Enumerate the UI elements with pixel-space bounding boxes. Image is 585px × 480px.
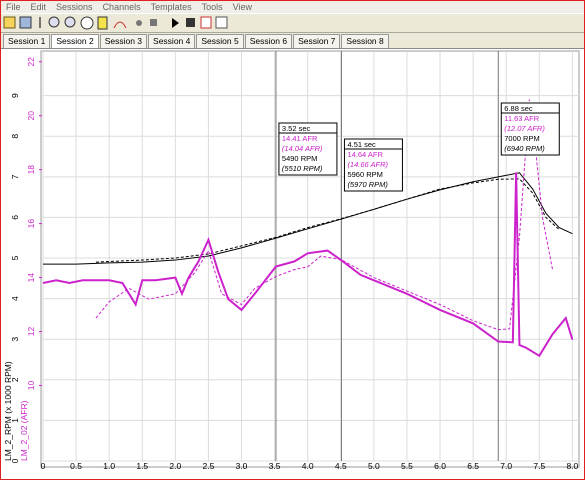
record-icon[interactable] [136, 20, 142, 26]
y2-tick-label: 14 [26, 273, 36, 283]
y2-tick-label: 16 [26, 219, 36, 229]
y-tick-label: 5 [10, 255, 20, 260]
plot-area [40, 50, 580, 468]
note-icon[interactable] [97, 16, 108, 30]
y2-tick-label: 10 [26, 380, 36, 390]
toolbar [1, 13, 584, 33]
x-tick-label: 3.5 [269, 461, 281, 471]
y2-tick-label: 18 [26, 165, 36, 175]
session-tabs: Session 1 Session 2 Session 3 Session 4 Sess… [1, 33, 584, 49]
x-tick-label: 0.5 [70, 461, 82, 471]
session-tab[interactable]: Session 4 [148, 34, 196, 48]
readout-text: (5510 RPM) [282, 164, 323, 173]
x-tick-label: 5.5 [401, 461, 413, 471]
zoom-out-icon[interactable] [64, 16, 76, 28]
session-tab[interactable]: Session 3 [99, 34, 148, 48]
y-tick-label: 8 [10, 134, 20, 139]
x-tick-label: 7.5 [533, 461, 545, 471]
menu-item[interactable]: View [232, 2, 252, 12]
x-tick-label: 2.0 [169, 461, 181, 471]
chart: 0 0.5 1.0 1.5 2.0 2.5 3.0 3.5 4.0 4.5 5.0 5.5 6.0 6.5… [1, 49, 584, 479]
menu-item[interactable]: Edit [30, 2, 47, 12]
x-tick-label: 1.5 [136, 461, 148, 471]
readout-text: 4.51 sec [347, 140, 376, 149]
menu-item[interactable]: Sessions [56, 2, 93, 12]
y2-tick-label: 22 [26, 57, 36, 67]
cursor-readout [278, 122, 338, 176]
chart-icon[interactable] [19, 16, 32, 29]
stop-icon[interactable] [150, 19, 157, 26]
zoom-in-icon[interactable] [48, 16, 60, 28]
x-tick-label: 6.0 [434, 461, 446, 471]
readout-text: 5490 RPM [282, 154, 317, 163]
y-tick-label: 1 [10, 418, 20, 423]
x-tick-label: 2.5 [203, 461, 215, 471]
table-icon[interactable] [215, 16, 228, 29]
menu-item[interactable]: Templates [150, 2, 192, 12]
x-tick-label: 8.0 [566, 461, 578, 471]
readout-text: (14.66 AFR) [347, 160, 388, 169]
readout-text: (14.04 AFR) [282, 144, 323, 153]
readout-text: 6.88 sec [504, 104, 533, 113]
x-tick-label: 3.0 [236, 461, 248, 471]
open-icon[interactable] [3, 16, 16, 29]
menu-bar: File Edit Sessions Channels Templates Tools Vi… [1, 1, 584, 13]
session-tab[interactable]: Session 1 [3, 34, 51, 48]
toolbar-icons [3, 16, 228, 30]
x-tick-label: 5.0 [368, 461, 380, 471]
readout-text: (5970 RPM) [347, 180, 388, 189]
x-tick-label: 1.0 [103, 461, 115, 471]
readout-text: 3.52 sec [282, 124, 311, 133]
find-icon[interactable] [186, 18, 195, 27]
y-axis-label: LM_2_RPM (x 1000 RPM) [3, 361, 13, 461]
y-tick-label: 0 [10, 458, 20, 463]
clock-icon[interactable] [80, 16, 94, 30]
cursor-readout [500, 102, 560, 156]
readout-text: (12.07 AFR) [504, 124, 545, 133]
gauge-icon[interactable] [113, 21, 127, 29]
y-tick-label: 6 [10, 215, 20, 220]
cursor-readout [343, 138, 403, 192]
y-tick-label: 4 [10, 296, 20, 301]
y-tick-label: 7 [10, 174, 20, 179]
series-line [42, 172, 574, 358]
x-tick-label: 0 [41, 461, 46, 471]
readout-text: 11.63 AFR [504, 114, 539, 123]
session-tab[interactable]: Session 5 [196, 34, 244, 48]
x-tick-label: 4.0 [302, 461, 314, 471]
readout-text: 5960 RPM [347, 170, 382, 179]
play-icon[interactable] [172, 18, 179, 28]
readout-text: 14.41 AFR [282, 134, 318, 143]
y2-axis-label: LM_2_02 (AFR) [19, 400, 29, 461]
y-tick-label: 9 [10, 93, 20, 98]
readout-text: (6940 RPM) [504, 144, 545, 153]
y2-tick-label: 12 [26, 327, 36, 337]
y-tick-label: 3 [10, 337, 20, 342]
menu-item[interactable]: Channels [102, 2, 141, 12]
readout-text: 14.64 AFR [347, 150, 383, 159]
x-tick-label: 4.5 [335, 461, 347, 471]
session-tab[interactable]: Session 2 [51, 34, 99, 48]
y2-tick-label: 20 [26, 111, 36, 121]
y-tick-label: 2 [10, 377, 20, 382]
x-tick-label: 6.5 [467, 461, 479, 471]
x-tick-label: 7.0 [500, 461, 512, 471]
menu-item[interactable]: Tools [201, 2, 223, 12]
report-icon[interactable] [200, 16, 212, 29]
series-line [95, 178, 560, 263]
readout-text: 7000 RPM [504, 134, 539, 143]
menu-item[interactable]: File [6, 2, 21, 12]
session-tab[interactable]: Session 7 [293, 34, 341, 48]
session-tab[interactable]: Session 8 [341, 34, 389, 48]
session-tab[interactable]: Session 6 [244, 34, 293, 48]
